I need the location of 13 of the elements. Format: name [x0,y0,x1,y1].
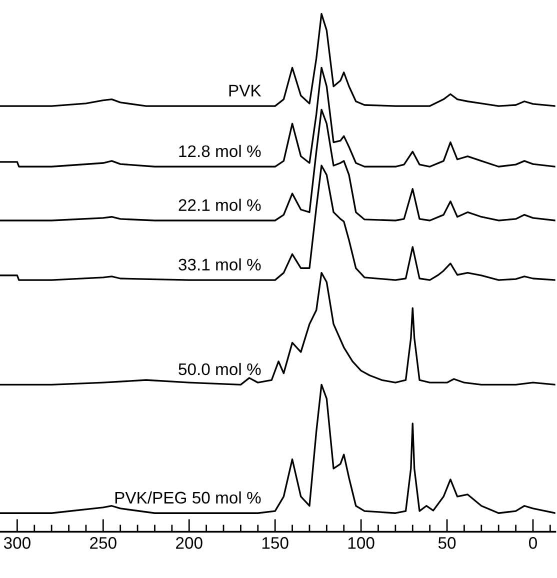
series-label: PVK [229,84,262,96]
series-label: 12.8 mol % [179,144,261,158]
series-label: PVK/PEG 50 mol % [115,491,261,504]
series-label: 22.1 mol % [178,198,261,211]
series-label: 33.1 mol % [178,258,261,271]
x-tick-label: 300 [4,537,30,549]
x-tick-label: 200 [176,537,202,549]
x-tick-label: 100 [348,537,374,549]
series-label: 50.0 mol % [178,362,261,376]
x-tick-label: 250 [90,537,116,549]
x-tick-label: 50 [438,537,456,549]
x-tick-label: 0 [528,537,537,549]
x-tick-label: 150 [262,537,288,549]
